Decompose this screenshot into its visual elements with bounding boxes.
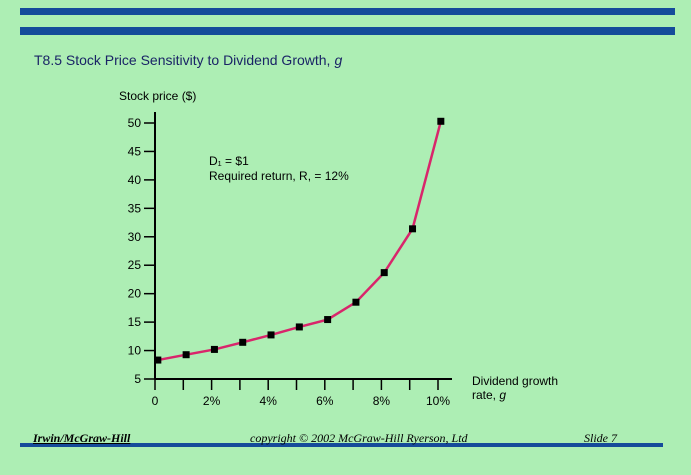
x-tick-label: 6% — [316, 394, 334, 408]
data-point — [239, 338, 247, 346]
series-stock-price — [154, 117, 445, 364]
data-point — [324, 316, 332, 324]
y-tick-label: 45 — [128, 144, 142, 158]
y-tick-label: 5 — [134, 372, 141, 386]
footer-publisher: Irwin/McGraw-Hill — [33, 431, 131, 445]
y-tick-label: 25 — [128, 258, 142, 272]
x-tick-label: 4% — [260, 394, 278, 408]
y-tick-label: 15 — [128, 315, 142, 329]
annotation-dividend: D₁ = $1 — [209, 154, 249, 168]
x-axis-label-line2-text: rate, — [472, 388, 496, 402]
x-ticks: 0 2% 4% 6% 8% 10% — [152, 379, 450, 408]
top-bar-1 — [20, 8, 675, 15]
top-bar-2 — [20, 27, 675, 35]
data-point — [182, 351, 190, 359]
x-tick-label: 8% — [373, 394, 391, 408]
data-point — [154, 356, 162, 364]
x-axis-label-line2: rate, g — [472, 388, 506, 402]
footer-line — [20, 443, 663, 447]
x-tick-label: 10% — [426, 394, 450, 408]
y-tick-label: 40 — [128, 173, 142, 187]
x-tick-label: 2% — [203, 394, 221, 408]
data-point — [267, 331, 275, 339]
annotation-required-return: Required return, R, = 12% — [209, 169, 349, 183]
data-point — [352, 298, 360, 306]
y-tick-label: 20 — [128, 287, 142, 301]
slide-title-var: g — [334, 52, 343, 68]
y-axis-label: Stock price ($) — [119, 89, 196, 103]
data-point — [380, 269, 388, 277]
footer-slide-number: Slide 7 — [584, 431, 617, 445]
y-tick-label: 30 — [128, 230, 142, 244]
data-point — [295, 323, 303, 331]
y-tick-label: 10 — [128, 344, 142, 358]
y-tick-label: 35 — [128, 201, 142, 215]
x-tick-label: 0 — [152, 394, 159, 408]
data-point — [437, 117, 445, 125]
y-tick-label: 50 — [128, 116, 142, 130]
slide-title-main: T8.5 Stock Price Sensitivity to Dividend… — [34, 52, 331, 68]
y-ticks: 5 10 15 20 25 30 35 40 45 50 — [128, 116, 155, 386]
x-axis-label-line1: Dividend growth — [472, 374, 558, 388]
footer-copyright: copyright © 2002 McGraw-Hill Ryerson, Lt… — [250, 431, 468, 445]
data-point — [210, 345, 218, 353]
axes — [154, 112, 452, 380]
x-axis-label-var: g — [499, 388, 506, 402]
slide-title: T8.5 Stock Price Sensitivity to Dividend… — [34, 52, 342, 68]
data-point — [409, 225, 417, 233]
